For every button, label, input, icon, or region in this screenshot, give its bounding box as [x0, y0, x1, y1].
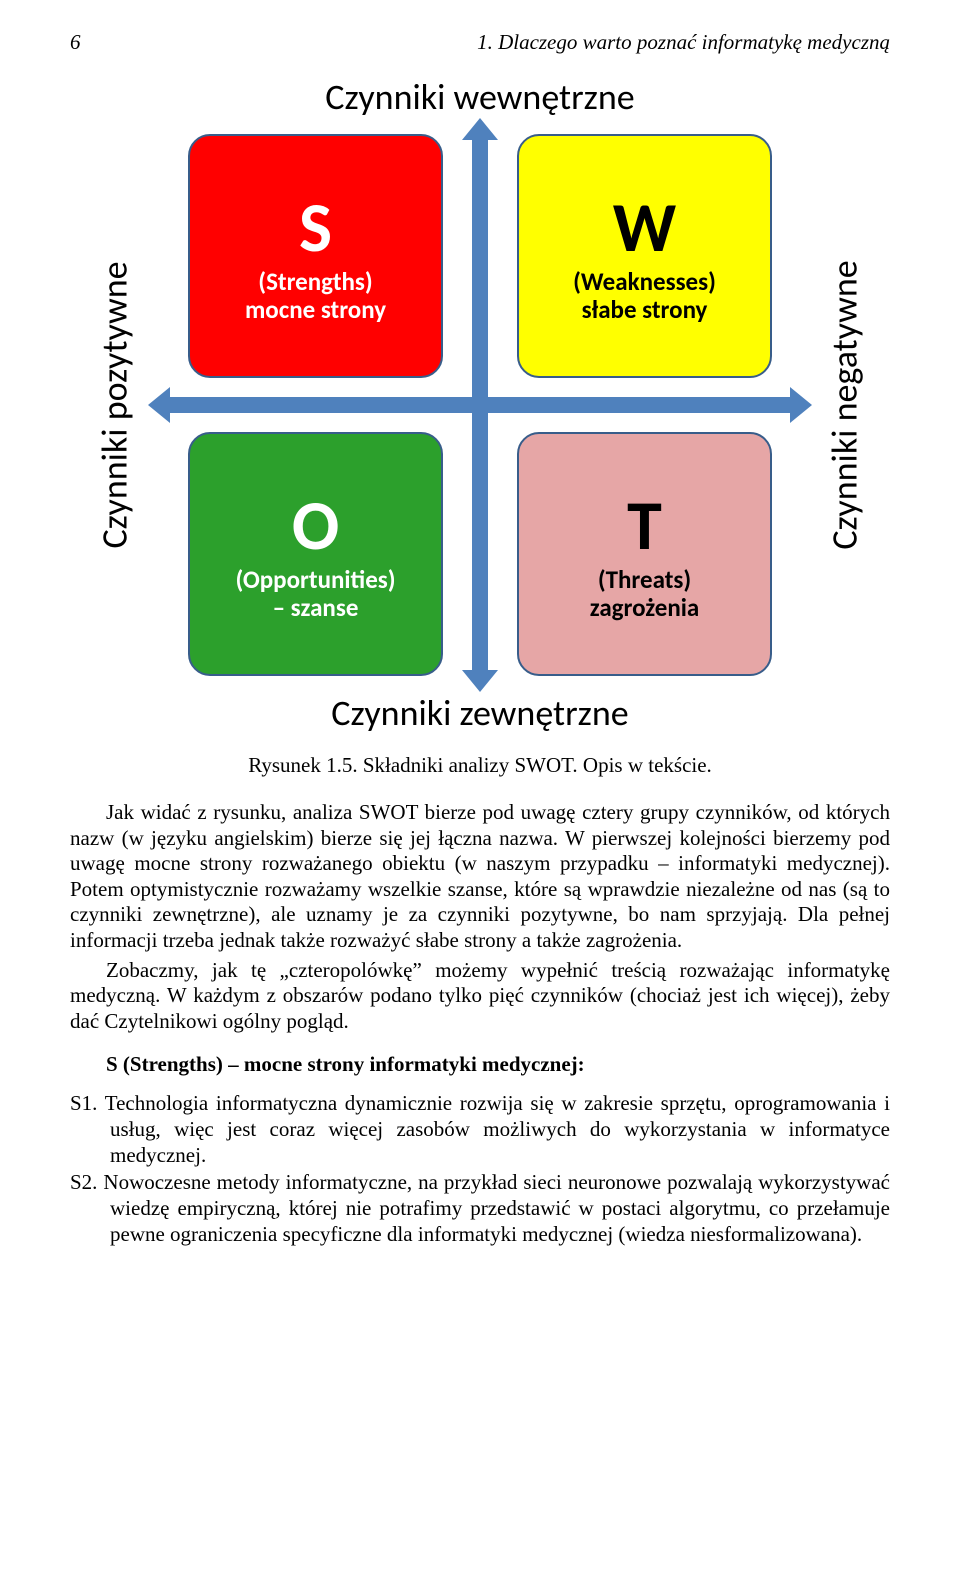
quad-sub1: (Opportunities) — [190, 566, 441, 595]
quad-letter: W — [519, 187, 770, 268]
figure-caption: Rysunek 1.5. Składniki analizy SWOT. Opi… — [70, 753, 890, 778]
chapter-title: 1. Dlaczego warto poznać informatykę med… — [477, 30, 890, 55]
arrowhead-right-icon — [790, 387, 812, 423]
quad-sub1: (Strengths) — [190, 268, 441, 297]
quad-letter: O — [190, 485, 441, 566]
swot-diagram: Czynniki wewnętrzne Czynniki zewnętrzne … — [90, 75, 870, 735]
quad-sub1: (Weaknesses) — [519, 268, 770, 297]
quadrant-threats: T (Threats) zagrożenia — [517, 432, 772, 676]
diagram-grid: S (Strengths) mocne strony W (Weaknesses… — [160, 130, 800, 680]
quad-sub2: mocne strony — [190, 296, 441, 325]
body-text: Jak widać z rysunku, analiza SWOT bierze… — [70, 800, 890, 1034]
paragraph-1: Jak widać z rysunku, analiza SWOT bierze… — [70, 800, 890, 954]
paragraph-2: Zobaczmy, jak tę „czteropolówkę” możemy … — [70, 958, 890, 1035]
list-item-s1: S1. Technologia informatyczna dynamiczni… — [70, 1091, 890, 1168]
axis-label-top: Czynniki wewnętrzne — [90, 75, 870, 119]
quad-sub2: – szanse — [190, 594, 441, 623]
arrowhead-down-icon — [462, 670, 498, 692]
quad-letter: T — [519, 485, 770, 566]
arrowhead-up-icon — [462, 118, 498, 140]
arrowhead-left-icon — [148, 387, 170, 423]
axis-label-right: Czynniki negatywne — [820, 75, 870, 735]
page-header: 6 1. Dlaczego warto poznać informatykę m… — [70, 30, 890, 55]
quadrant-weaknesses: W (Weaknesses) słabe strony — [517, 134, 772, 378]
section-heading-strengths: S (Strengths) – mocne strony informatyki… — [106, 1052, 890, 1077]
axis-label-bottom: Czynniki zewnętrzne — [90, 691, 870, 735]
list-item-s2: S2. Nowoczesne metody informatyczne, na … — [70, 1170, 890, 1247]
quad-sub2: zagrożenia — [519, 594, 770, 623]
axis-label-left: Czynniki pozytywne — [90, 75, 140, 735]
quadrant-strengths: S (Strengths) mocne strony — [188, 134, 443, 378]
quadrant-opportunities: O (Opportunities) – szanse — [188, 432, 443, 676]
quad-sub2: słabe strony — [519, 296, 770, 325]
quad-sub1: (Threats) — [519, 566, 770, 595]
quad-letter: S — [190, 187, 441, 268]
horizontal-arrow — [160, 397, 800, 413]
page-number: 6 — [70, 30, 81, 55]
